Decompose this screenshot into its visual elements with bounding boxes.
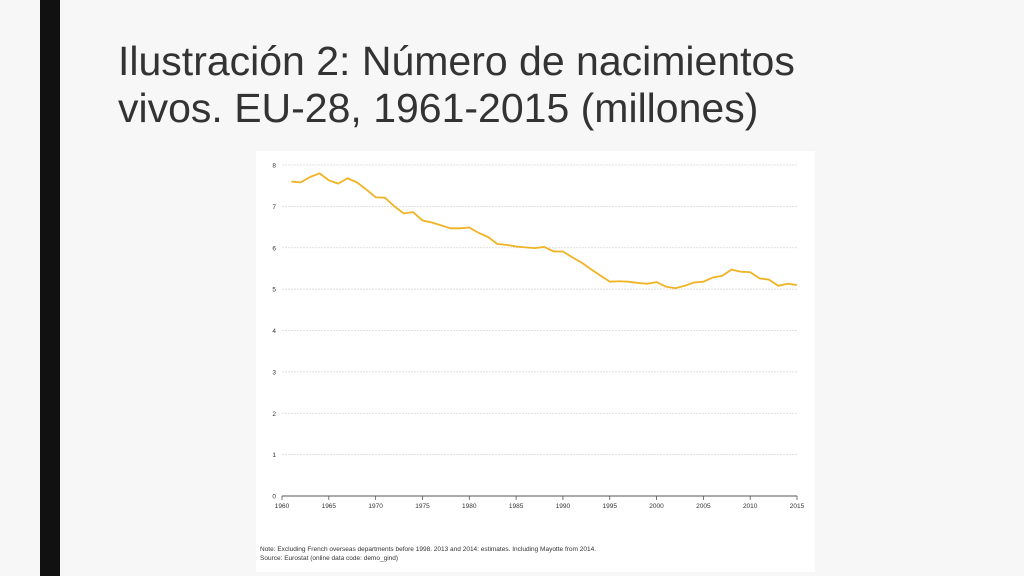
x-tick-label: 2000 [649, 503, 664, 510]
x-tick-label: 1960 [275, 503, 290, 510]
x-tick-label: 1990 [556, 503, 571, 510]
slide-title: Ilustración 2: Número de nacimientos viv… [118, 38, 978, 132]
chart-notes: Note: Excluding French overseas departme… [260, 545, 810, 563]
source-text: Source: Eurostat (online data code: demo… [260, 555, 399, 562]
y-tick-label: 5 [272, 287, 276, 294]
x-tick-label: 2015 [790, 503, 805, 510]
line-chart: 0 1 2 3 4 5 6 7 8 1960 1965 1970 1975 1980 1985 1990 199… [272, 163, 805, 511]
note-text: Note: Excluding French overseas departme… [260, 546, 597, 553]
x-tick-label: 1980 [462, 503, 477, 510]
x-tick-label: 1985 [509, 503, 524, 510]
x-tick-label: 2005 [696, 503, 711, 510]
y-tick-label: 1 [272, 452, 276, 459]
x-tick-label: 2010 [743, 503, 758, 510]
chart-panel: 0 1 2 3 4 5 6 7 8 1960 1965 1970 1975 1980 1985 1990 199… [256, 151, 815, 572]
x-tick-label: 1970 [368, 503, 383, 510]
series-line [291, 172, 798, 290]
y-tick-label: 0 [272, 494, 276, 501]
y-tick-label: 7 [272, 204, 276, 211]
x-tick-label: 1965 [322, 503, 337, 510]
x-tick-label: 1975 [415, 503, 430, 510]
y-tick-label: 4 [272, 328, 276, 335]
x-tick-label: 1995 [602, 503, 617, 510]
left-accent-bar [40, 0, 60, 576]
slide-title-line-1: Ilustración 2: Número de nacimientos [118, 38, 795, 84]
y-tick-label: 6 [272, 245, 276, 252]
y-tick-label: 3 [272, 369, 276, 376]
y-tick-label: 8 [272, 163, 276, 170]
y-tick-label: 2 [272, 411, 276, 418]
slide-title-line-2: vivos. EU-28, 1961-2015 (millones) [118, 85, 759, 131]
